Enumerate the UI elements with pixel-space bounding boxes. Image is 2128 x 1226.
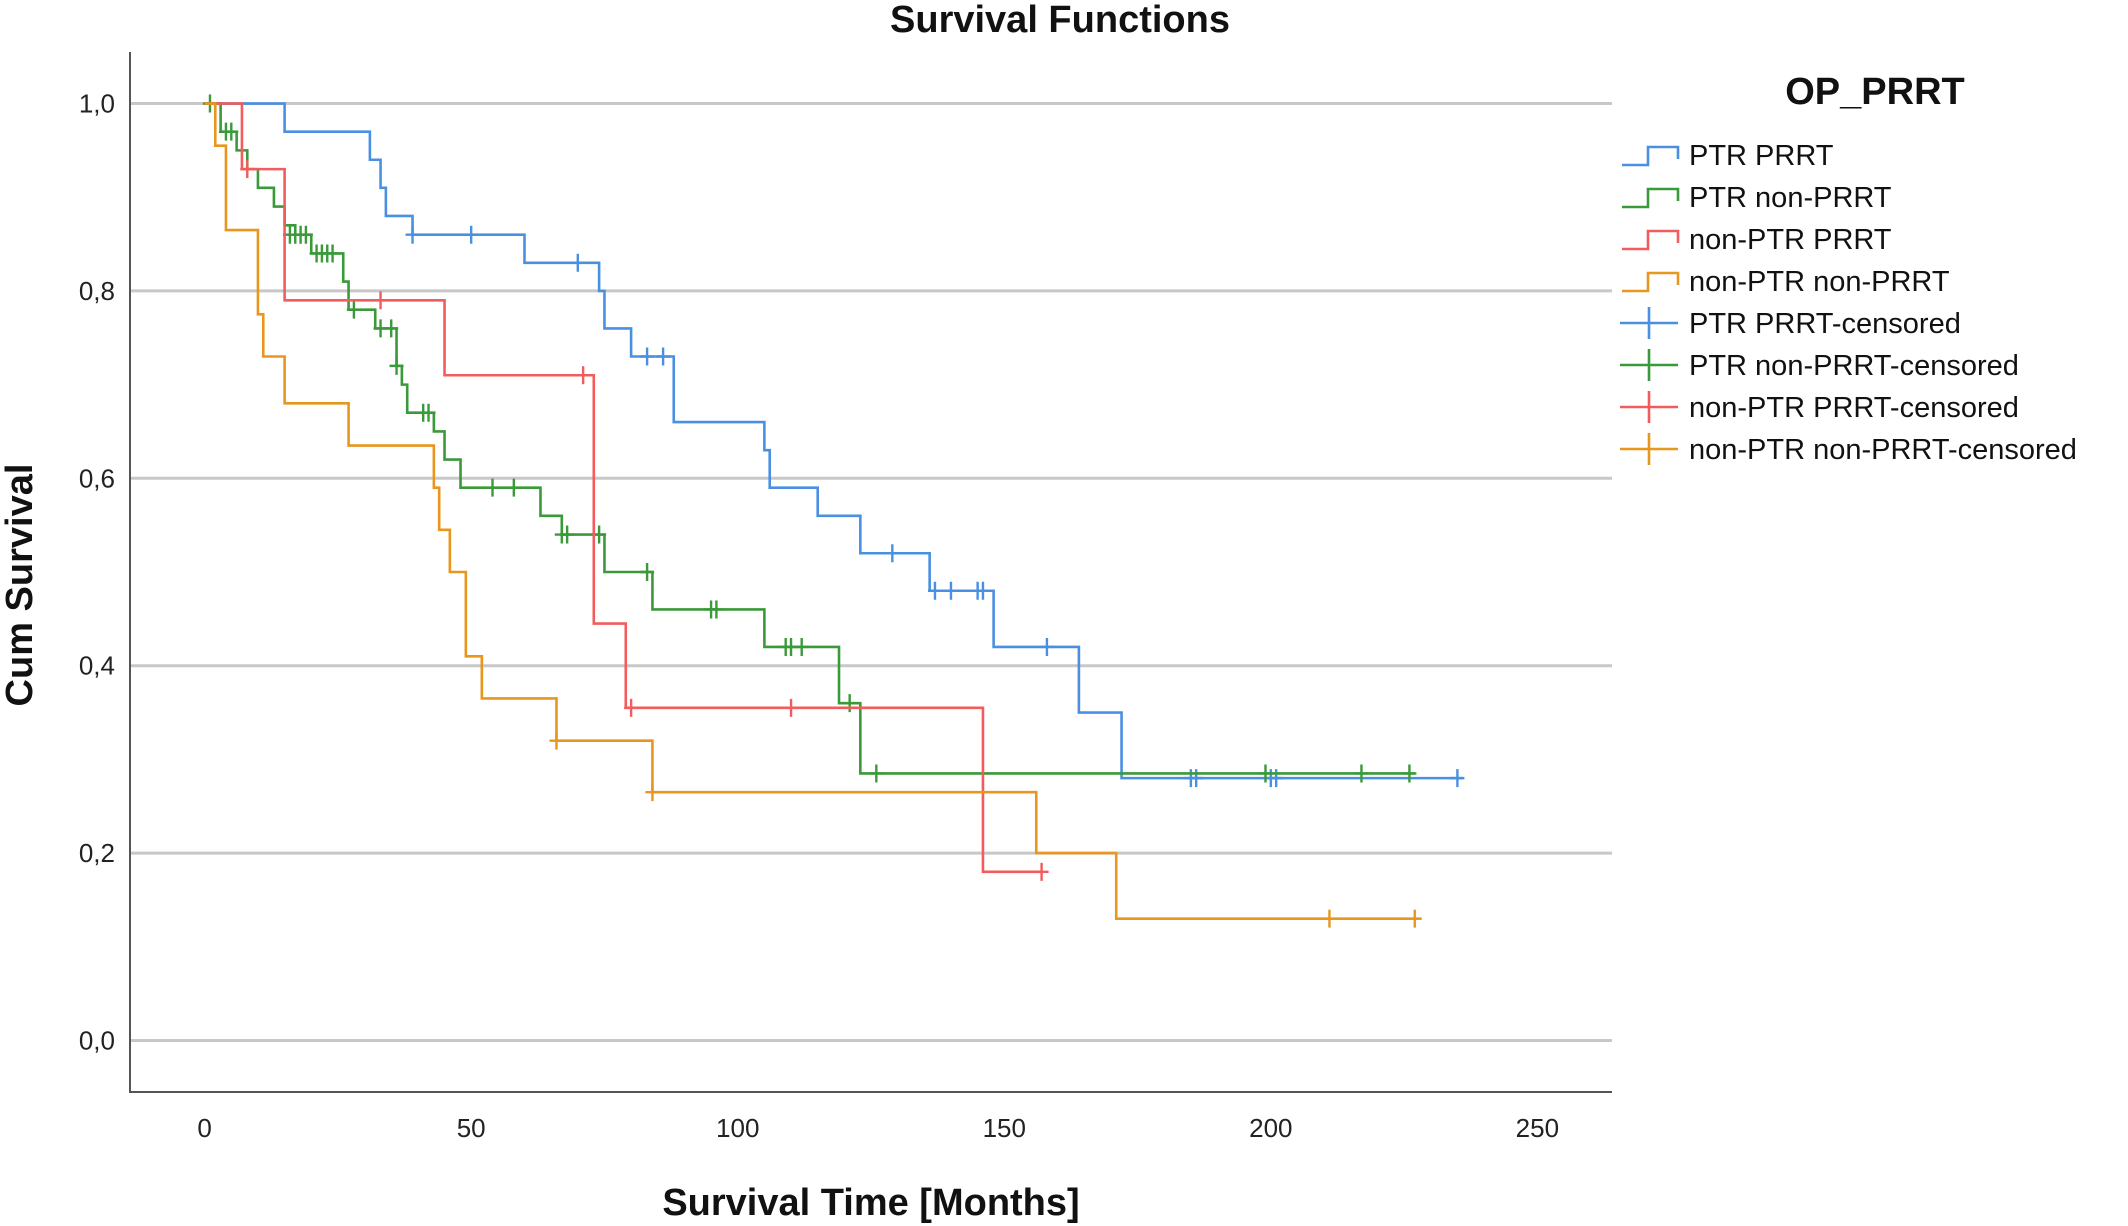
legend: OP_PRRT PTR PRRT PTR non-PRRT non-PTR PRRT… xyxy=(1620,71,2077,466)
censored-mark xyxy=(1407,909,1422,928)
censored-mark xyxy=(640,563,655,581)
censored-mark xyxy=(709,600,724,619)
x-tick-label: 0 xyxy=(197,1113,211,1143)
censored-mark xyxy=(1450,769,1465,788)
censored-mark xyxy=(1354,764,1369,783)
censored-mark xyxy=(373,291,388,310)
legend-step-swatch xyxy=(1622,145,1680,167)
censored-mark xyxy=(240,160,255,179)
censored-mark xyxy=(842,694,857,713)
censored-mark xyxy=(1039,637,1054,656)
censored-mark xyxy=(1322,909,1337,928)
censored-mark xyxy=(298,225,313,244)
x-axis-label: Survival Time [Months] xyxy=(662,1182,1079,1224)
axis-lines xyxy=(129,52,1612,1093)
gridlines xyxy=(130,102,1612,1042)
plot-series xyxy=(202,94,1465,928)
censored-mark xyxy=(325,244,340,263)
legend-item: non-PTR non-PRRT-censored xyxy=(1620,433,2077,466)
legend-item: PTR non-PRRT-censored xyxy=(1620,349,2019,382)
censored-mark xyxy=(485,478,500,497)
legend-step-swatch xyxy=(1622,271,1680,293)
x-tick-label: 250 xyxy=(1516,1113,1559,1143)
x-tick-label: 200 xyxy=(1249,1113,1292,1143)
censored-mark xyxy=(464,225,479,244)
censored-mark xyxy=(570,253,585,272)
legend-censor-swatch xyxy=(1620,433,1678,465)
censored-mark xyxy=(384,319,399,338)
legend-censor-swatch xyxy=(1620,391,1678,423)
censored-mark xyxy=(1258,764,1273,783)
legend-censor-swatch xyxy=(1620,349,1678,381)
censored-mark xyxy=(576,366,591,385)
survival-curve-line xyxy=(204,102,1463,780)
legend-label: PTR PRRT-censored xyxy=(1689,308,1961,340)
y-tick-label: 0,0 xyxy=(79,1025,115,1055)
legend-label: non-PTR PRRT xyxy=(1689,224,1892,256)
censored-mark xyxy=(506,478,521,497)
survival-curve-line xyxy=(204,102,1421,920)
y-tick-label: 0,4 xyxy=(79,651,115,681)
legend-step-swatch xyxy=(1622,187,1680,209)
x-tick-label: 150 xyxy=(983,1113,1026,1143)
censored-mark xyxy=(869,764,884,783)
x-tick-label: 100 xyxy=(716,1113,759,1143)
y-axis-ticks: 0,0 0,2 0,4 0,6 0,8 1,0 xyxy=(79,89,115,1056)
axes xyxy=(129,52,1612,1093)
censored-mark xyxy=(885,544,900,563)
series-group xyxy=(204,102,1465,788)
legend-label: PTR PRRT xyxy=(1689,140,1834,172)
censored-mark xyxy=(405,225,420,244)
legend-label: PTR non-PRRT xyxy=(1689,182,1892,214)
legend-item: PTR PRRT-censored xyxy=(1620,307,1961,340)
legend-item: non-PTR PRRT xyxy=(1622,224,1892,256)
legend-censor-swatch xyxy=(1620,307,1678,339)
censored-mark xyxy=(1034,862,1049,881)
legend-item: non-PTR PRRT-censored xyxy=(1620,391,2019,424)
legend-item: PTR PRRT xyxy=(1622,140,1834,172)
censored-mark xyxy=(1189,769,1204,788)
y-tick-label: 0,6 xyxy=(79,463,115,493)
censored-mark xyxy=(1269,769,1284,788)
y-tick-label: 0,2 xyxy=(79,838,115,868)
series-group xyxy=(202,94,1417,783)
legend-label: PTR non-PRRT-censored xyxy=(1689,350,2019,382)
censored-mark xyxy=(640,347,655,366)
censored-mark xyxy=(346,300,361,319)
y-tick-label: 1,0 xyxy=(79,89,115,119)
censored-mark xyxy=(549,731,564,750)
y-axis-label: Cum Survival xyxy=(0,464,41,707)
x-axis-ticks: 0 50 100 150 200 250 xyxy=(197,1113,1559,1143)
censored-mark xyxy=(389,356,404,375)
censored-mark xyxy=(224,122,239,141)
survival-curve-line xyxy=(204,102,1042,874)
legend-item: non-PTR non-PRRT xyxy=(1622,266,1950,298)
legend-label: non-PTR non-PRRT xyxy=(1689,266,1950,298)
legend-title: OP_PRRT xyxy=(1785,71,1964,113)
censored-mark xyxy=(927,581,942,600)
censored-mark xyxy=(794,637,809,656)
censored-mark xyxy=(656,347,671,366)
censored-mark xyxy=(1402,764,1417,783)
legend-step-swatch xyxy=(1622,229,1680,251)
legend-label: non-PTR PRRT-censored xyxy=(1689,392,2019,424)
series-group xyxy=(204,102,1422,928)
censored-mark xyxy=(975,581,990,600)
legend-label: non-PTR non-PRRT-censored xyxy=(1689,434,2077,466)
legend-item: PTR non-PRRT xyxy=(1622,182,1892,214)
censored-mark xyxy=(784,698,799,717)
censored-mark xyxy=(421,403,436,422)
chart-title: Survival Functions xyxy=(890,0,1230,41)
series-group xyxy=(204,102,1049,881)
censored-mark xyxy=(560,525,575,544)
x-tick-label: 50 xyxy=(457,1113,486,1143)
censored-mark xyxy=(624,698,639,717)
censored-mark xyxy=(943,581,958,600)
y-tick-label: 0,8 xyxy=(79,276,115,306)
censored-mark xyxy=(645,783,660,802)
